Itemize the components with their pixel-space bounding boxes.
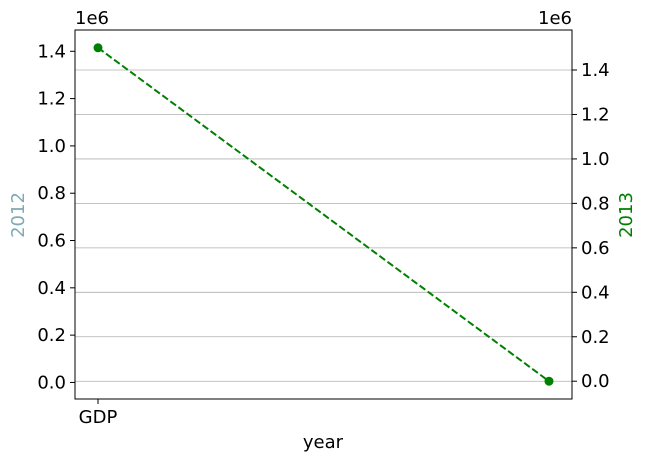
right-offset-text: 1e6	[538, 8, 572, 29]
right-y-tick-label: 1.4	[581, 60, 610, 81]
left-y-axis-label: 2012	[8, 192, 29, 238]
data-point	[544, 376, 554, 386]
x-axis: GDP	[79, 399, 118, 428]
series-layer	[93, 43, 554, 386]
left-y-tick-label: 0.2	[37, 325, 66, 346]
right-y-tick-label: 0.4	[581, 282, 610, 303]
left-y-tick-label: 0.6	[37, 231, 66, 252]
right-y-tick-label: 1.2	[581, 104, 610, 125]
plot-area-frame	[74, 29, 573, 400]
right-y-axis-label: 2013	[616, 192, 637, 238]
right-y-tick-label: 0.0	[581, 371, 610, 392]
left-y-tick-label: 1.4	[37, 41, 66, 62]
right-y-tick-label: 0.8	[581, 193, 610, 214]
left-y-axis: 0.0 0.2 0.4 0.6 0.8 1.0 1.2 1.4	[37, 41, 75, 393]
right-y-tick-label: 1.0	[581, 149, 610, 170]
right-y-tick-label: 0.6	[581, 238, 610, 259]
right-y-axis: 0.0 0.2 0.4 0.6 0.8 1.0 1.2 1.4	[572, 60, 610, 392]
left-y-tick-label: 0.4	[37, 278, 66, 299]
left-y-tick-label: 0.8	[37, 183, 66, 204]
series-line	[97, 46, 550, 383]
right-y-tick-label: 0.2	[581, 327, 610, 348]
left-y-tick-label: 1.2	[37, 89, 66, 110]
left-y-tick-label: 0.0	[37, 372, 66, 393]
grid-lines	[75, 69, 572, 382]
left-offset-text: 1e6	[75, 8, 109, 29]
data-point	[93, 43, 103, 53]
x-axis-label: year	[303, 432, 344, 453]
left-y-tick-label: 1.0	[37, 136, 66, 157]
x-tick-label: GDP	[79, 407, 118, 428]
